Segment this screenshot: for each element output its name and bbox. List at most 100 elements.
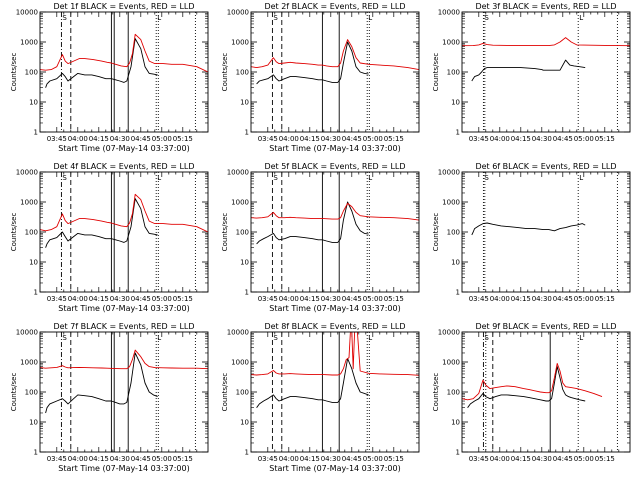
x-tick-label: 04:45 [553,295,573,303]
y-axis-label: Counts/sec [432,213,440,252]
series-lld-line [462,362,603,401]
y-tick-label: 1 [34,449,38,457]
y-axis-label: Counts/sec [10,213,18,252]
x-axis-label: Start Time (07-May-14 03:37:00) [269,144,400,153]
x-tick-label: 03:45 [258,295,278,303]
x-tick-label: 05:15 [595,455,615,463]
x-tick-label: 04:00 [68,455,88,463]
y-tick-label: 1 [456,289,460,297]
x-tick-label: 04:30 [532,135,552,143]
x-tick-label: 04:15 [300,135,320,143]
x-tick-label: 05:15 [173,295,193,303]
x-tick-label: 03:45 [258,135,278,143]
x-axis-label: Start Time (07-May-14 03:37:00) [58,304,189,313]
panel-title: Det 2f BLACK = Events, RED = LLD [264,2,405,11]
y-axis-label: Counts/sec [221,373,229,412]
series-lld-line [462,37,630,47]
chart-panel-2: Det 2f BLACK = Events, RED = LLD 1 10 100 10… [221,2,420,153]
y-axis-label: Counts/sec [10,53,18,92]
series-lld-line [40,349,208,370]
y-axis-label: Counts/sec [221,53,229,92]
flag-label: S [273,174,278,182]
chart-panel-5: Det 5f BLACK = Events, RED = LLD 1 10 100 10… [221,162,420,313]
x-axis-label: Start Time (07-May-14 03:37:00) [269,304,400,313]
x-tick-label: 04:45 [553,455,573,463]
y-tick-label: 10 [29,259,38,267]
series-events-line [256,41,369,85]
flag-label: S [273,14,278,22]
x-tick-label: 04:00 [490,135,510,143]
y-tick-label: 1 [245,449,249,457]
y-tick-label: 100 [25,389,38,397]
x-tick-label: 04:15 [511,455,531,463]
x-tick-label: 04:45 [342,295,362,303]
y-tick-label: 1000 [20,39,38,47]
x-tick-label: 04:15 [300,455,320,463]
y-tick-label: 100 [236,229,249,237]
y-tick-label: 1000 [231,39,249,47]
axes-frame [39,171,209,293]
x-tick-label: 04:15 [89,455,109,463]
chart-panel-4: Det 4f BLACK = Events, RED = LLD 1 10 100 10… [10,162,209,313]
x-tick-label: 04:30 [110,135,130,143]
series-events-line [256,358,369,408]
x-tick-label: 04:15 [89,135,109,143]
y-tick-label: 10 [451,99,460,107]
y-tick-label: 10 [29,419,38,427]
x-tick-label: 04:30 [532,295,552,303]
y-tick-label: 10000 [227,9,249,17]
x-tick-label: 04:15 [89,295,109,303]
flag-label: S [484,334,489,342]
y-tick-label: 1 [34,129,38,137]
y-tick-label: 1000 [442,199,460,207]
y-tick-label: 100 [447,229,460,237]
x-axis-label: Start Time (07-May-14 03:37:00) [269,464,400,473]
flag-label: L [157,14,161,22]
series-layer [462,37,630,82]
x-tick-label: 04:45 [553,135,573,143]
y-tick-label: 10 [240,259,249,267]
flag-label: L [579,334,583,342]
chart-panel-6: Det 6f BLACK = Events, RED = LLD 1 10 100 10… [432,162,631,303]
x-tick-label: 05:00 [152,135,172,143]
y-axis-label: Counts/sec [221,213,229,252]
x-tick-label: 03:45 [469,455,489,463]
y-tick-label: 1000 [442,39,460,47]
x-tick-label: 04:15 [511,295,531,303]
x-tick-label: 04:45 [131,295,151,303]
x-tick-label: 05:00 [363,295,383,303]
flag-label: L [368,14,372,22]
x-tick-label: 04:30 [321,455,341,463]
x-tick-label: 05:00 [574,135,594,143]
axes-frame [250,171,420,293]
x-tick-label: 03:45 [469,135,489,143]
chart-panel-8: Det 8f BLACK = Events, RED = LLD 1 10 100 10… [221,322,420,473]
y-tick-label: 100 [236,69,249,77]
flag-label: S [484,174,489,182]
x-tick-label: 05:15 [384,455,404,463]
x-axis-label: Start Time (07-May-14 03:37:00) [58,464,189,473]
panel-title: Det 4f BLACK = Events, RED = LLD [53,162,194,171]
y-tick-label: 1 [456,129,460,137]
panel-title: Det 1f BLACK = Events, RED = LLD [53,2,194,11]
chart-panel-1: Det 1f BLACK = Events, RED = LLD 1 10 100 10… [10,2,209,153]
series-lld-line [251,39,419,71]
series-layer [251,201,419,245]
series-events-line [471,59,586,82]
series-layer [251,332,419,408]
y-axis-label: Counts/sec [432,373,440,412]
x-tick-label: 03:45 [47,135,67,143]
x-tick-label: 04:30 [110,295,130,303]
flag-label: S [62,334,67,342]
chart-panel-9: Det 9f BLACK = Events, RED = LLD 1 10 100 10… [432,322,631,463]
flag-label: L [368,174,372,182]
x-tick-label: 04:00 [68,295,88,303]
x-tick-label: 05:00 [363,455,383,463]
y-tick-label: 100 [236,389,249,397]
y-tick-label: 1000 [231,199,249,207]
series-events-line [45,352,158,414]
series-lld-line [251,332,419,376]
y-tick-label: 10 [240,99,249,107]
x-tick-label: 04:30 [321,135,341,143]
flag-label: S [62,174,67,182]
